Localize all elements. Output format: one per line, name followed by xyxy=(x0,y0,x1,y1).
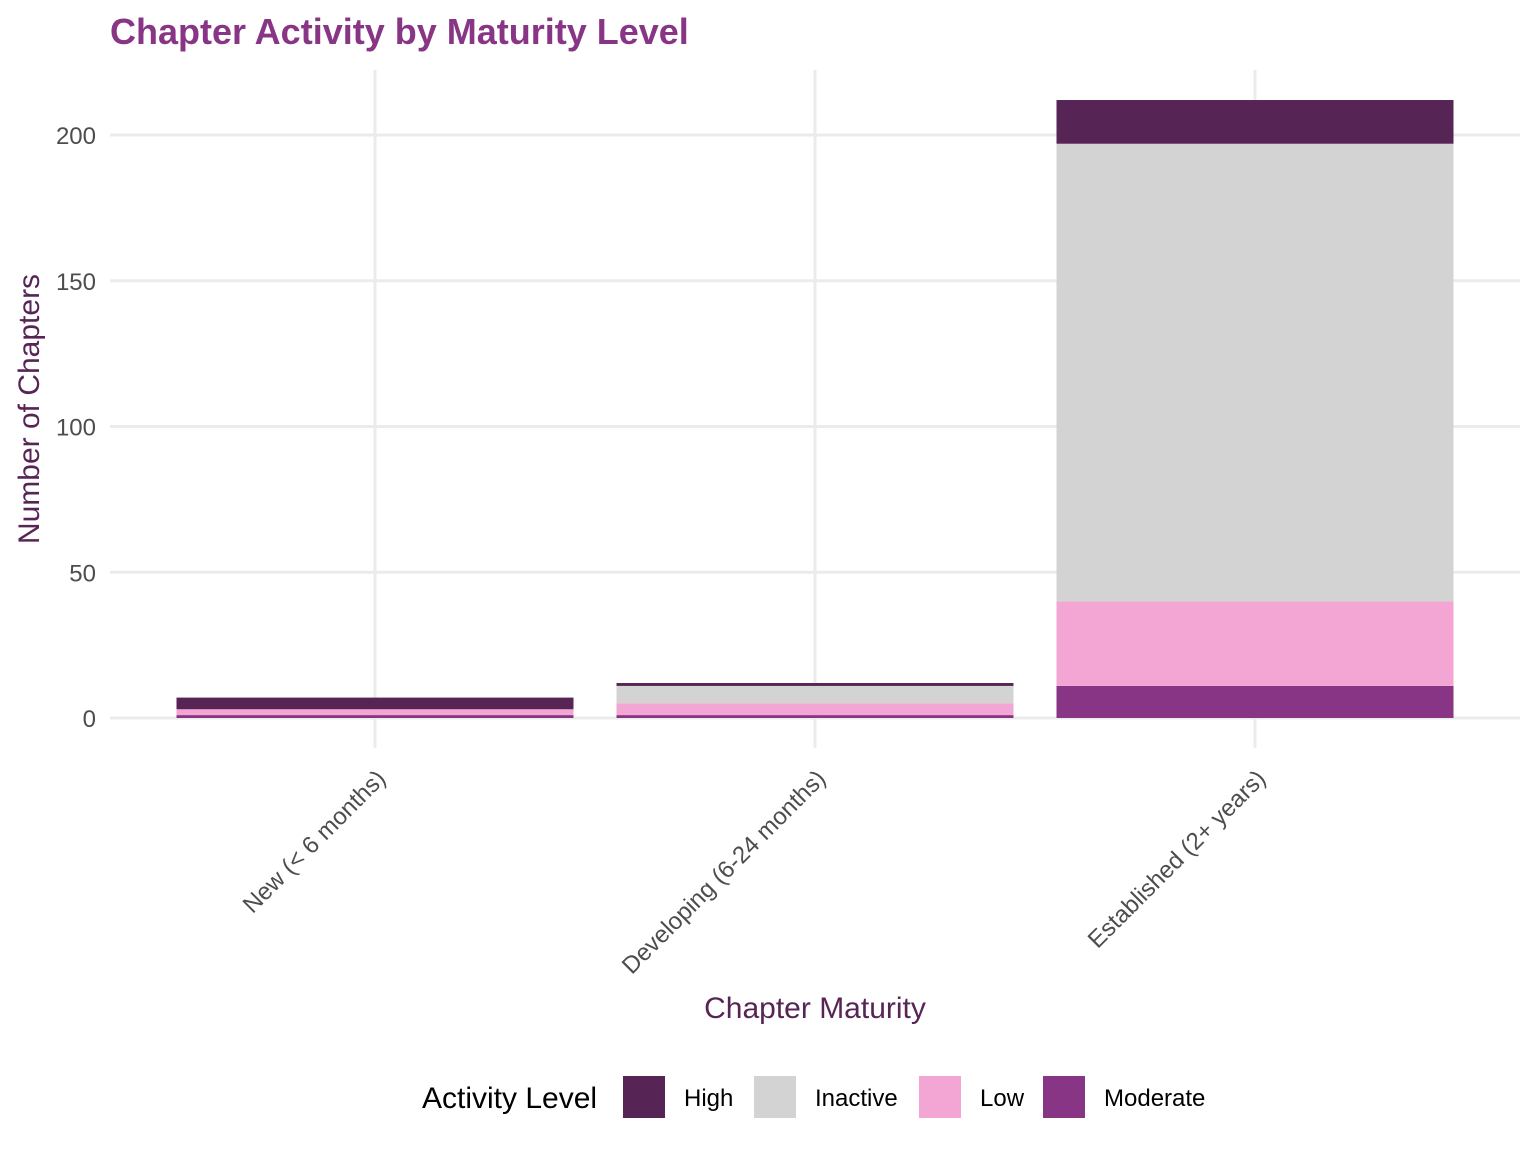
x-tick-label: New (< 6 months) xyxy=(238,765,391,918)
chart-title: Chapter Activity by Maturity Level xyxy=(110,11,689,52)
legend-label: Low xyxy=(980,1085,1025,1112)
legend-label: Moderate xyxy=(1104,1085,1205,1112)
x-axis-label: Chapter Maturity xyxy=(704,992,926,1025)
y-tick-label: 0 xyxy=(83,706,96,733)
y-tick-label: 200 xyxy=(56,123,96,150)
legend-title: Activity Level xyxy=(422,1082,597,1115)
legend-swatch-low xyxy=(919,1076,961,1118)
bar-moderate xyxy=(176,715,574,718)
y-axis-label: Number of Chapters xyxy=(13,274,46,544)
bar-inactive xyxy=(616,685,1014,704)
bar-low xyxy=(616,703,1014,716)
bar-high xyxy=(176,697,574,710)
legend-swatch-high xyxy=(623,1076,665,1118)
y-tick-label: 50 xyxy=(69,560,96,587)
x-tick-label: Developing (6-24 months) xyxy=(617,765,831,979)
bar-low xyxy=(1056,601,1454,686)
y-tick-label: 150 xyxy=(56,269,96,296)
bar-moderate xyxy=(1056,685,1454,718)
bar-moderate xyxy=(616,715,1014,718)
legend-label: Inactive xyxy=(815,1085,898,1112)
y-tick-label: 100 xyxy=(56,415,96,442)
bar-high xyxy=(1056,100,1454,144)
legend-swatch-inactive xyxy=(754,1076,796,1118)
bar-inactive xyxy=(1056,143,1454,602)
legend-label: High xyxy=(684,1085,733,1112)
x-tick-label: Established (2+ years) xyxy=(1083,765,1271,953)
legend-swatch-moderate xyxy=(1043,1076,1085,1118)
bar-low xyxy=(176,709,574,716)
bar-high xyxy=(616,683,1014,686)
